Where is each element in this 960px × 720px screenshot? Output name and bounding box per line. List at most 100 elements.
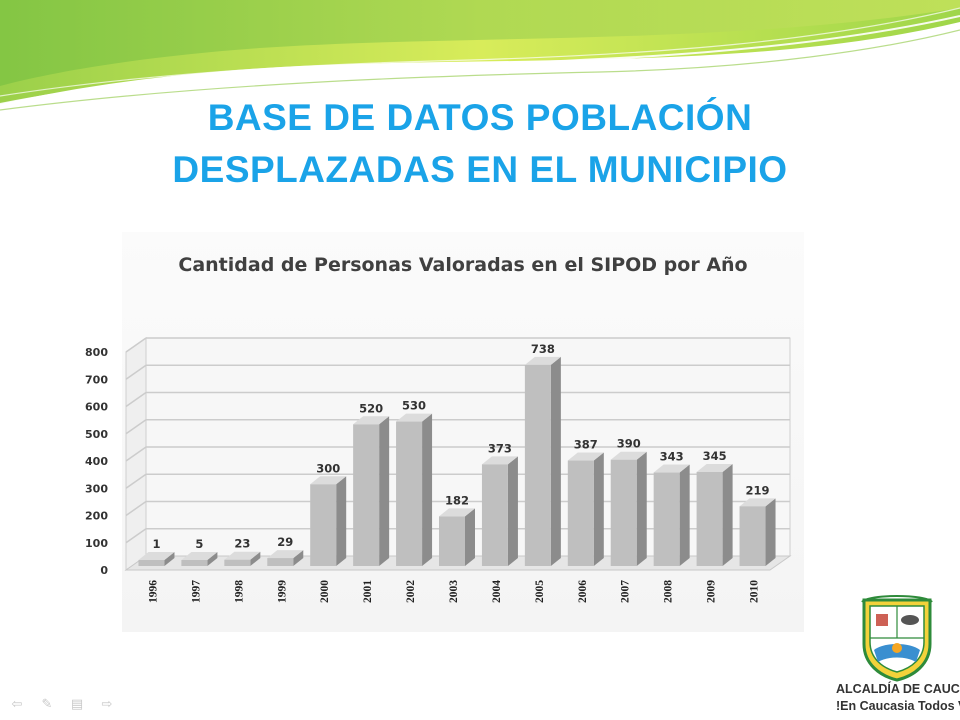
gridline-side	[125, 419, 147, 435]
data-label: 530	[402, 399, 426, 413]
x-tick-label: 1998	[233, 580, 245, 603]
bar	[224, 559, 251, 566]
bar-side	[422, 413, 433, 566]
data-label: 520	[359, 401, 383, 415]
bar-top	[181, 552, 218, 560]
x-tick-label: 2006	[577, 580, 589, 603]
bar	[310, 484, 337, 566]
bar-side	[593, 452, 604, 566]
chart-title: Cantidad de Personas Valoradas en el SIP…	[178, 254, 748, 276]
forward-arrow-icon[interactable]: ⇨	[101, 697, 113, 712]
bar-top	[524, 356, 561, 365]
bar-top	[224, 551, 261, 560]
bar-side	[293, 550, 304, 566]
bar-top	[396, 413, 433, 422]
x-tick-label: 2000	[319, 580, 331, 603]
gridline-side	[125, 364, 147, 380]
bar	[353, 424, 380, 566]
x-tick-label: 1999	[276, 580, 288, 603]
x-tick-label: 2001	[362, 580, 374, 603]
bar-top	[353, 416, 390, 425]
slides-menu-icon[interactable]: ▤	[70, 697, 84, 712]
bar-side	[164, 552, 175, 566]
data-label: 738	[531, 342, 555, 356]
bar-top	[138, 552, 175, 560]
bar	[567, 460, 594, 566]
y-tick-label: 800	[85, 346, 108, 359]
bar	[267, 558, 294, 566]
bar	[653, 472, 680, 566]
slide-title-line1: BASE DE DATOS POBLACIÓN	[207, 97, 753, 138]
municipality-shield-logo	[861, 595, 933, 682]
x-tick-label: 2007	[620, 580, 632, 603]
y-tick-label: 700	[85, 373, 108, 386]
gridline-side	[125, 473, 147, 489]
x-tick-label: 2005	[534, 580, 546, 603]
slide-nav: ⇦ ✎ ▤ ⇨	[8, 698, 116, 712]
y-tick-label: 300	[85, 482, 108, 495]
bar-top	[696, 463, 733, 472]
y-tick-label: 0	[100, 564, 108, 577]
bar-top	[653, 464, 690, 473]
gridline-side	[125, 446, 147, 462]
x-tick-label: 1997	[190, 580, 202, 603]
bar-top	[439, 508, 475, 517]
gridline-side	[125, 528, 147, 544]
bar	[138, 560, 165, 566]
bar-top	[739, 498, 776, 507]
y-tick-label: 600	[85, 401, 108, 414]
data-label: 373	[488, 441, 512, 455]
bar	[524, 364, 551, 566]
x-tick-label: 2002	[405, 580, 417, 603]
bar	[396, 421, 423, 566]
bar-top	[567, 452, 604, 461]
y-tick-label: 100	[85, 537, 108, 550]
bar-side	[379, 416, 390, 566]
slide-title: BASE DE DATOS POBLACIÓN DESPLAZADAS EN E…	[0, 92, 960, 196]
bar	[481, 464, 508, 566]
data-label: 345	[703, 449, 727, 463]
logo-slogan: !En Caucasia Todos Valemos!	[836, 699, 960, 713]
y-tick-label: 200	[85, 510, 108, 523]
bar-top	[310, 476, 347, 485]
bar-side	[765, 498, 776, 566]
bar	[439, 516, 465, 566]
x-tick-label: 2004	[491, 580, 503, 603]
x-tick-label: 2009	[706, 580, 718, 603]
header-banner	[0, 0, 960, 111]
x-tick-label: 2010	[749, 580, 761, 603]
bar-top	[481, 456, 518, 465]
data-label: 182	[445, 493, 469, 507]
back-arrow-icon[interactable]: ⇦	[11, 697, 23, 712]
bar	[696, 471, 723, 566]
logo-name: ALCALDÍA DE CAUCASIA	[836, 682, 960, 696]
bar-side	[722, 463, 733, 566]
x-tick-label: 1996	[147, 580, 159, 603]
bar-side	[550, 356, 561, 566]
bar-side	[465, 508, 475, 566]
pen-icon[interactable]: ✎	[41, 697, 53, 712]
bar	[739, 506, 766, 566]
y-tick-label: 500	[85, 428, 108, 441]
bar-side	[679, 464, 690, 566]
data-label: 1	[152, 537, 160, 551]
data-label: 23	[234, 537, 250, 551]
bar-side	[207, 552, 218, 566]
bar-top	[267, 550, 304, 559]
data-label: 219	[746, 483, 770, 497]
bar-side	[250, 551, 261, 566]
data-label: 390	[617, 437, 641, 451]
data-label: 387	[574, 438, 598, 452]
bar-top	[610, 451, 647, 460]
gridline-side	[125, 337, 147, 353]
data-label: 5	[195, 537, 203, 551]
bar	[610, 459, 637, 566]
bar	[181, 560, 208, 566]
bar-side	[507, 456, 518, 566]
gridline-side	[125, 391, 147, 408]
y-tick-label: 400	[85, 455, 108, 468]
bar-side	[636, 451, 647, 566]
bar-side	[336, 476, 347, 566]
slide-title-line2: DESPLAZADAS EN EL MUNICIPIO	[172, 149, 788, 190]
